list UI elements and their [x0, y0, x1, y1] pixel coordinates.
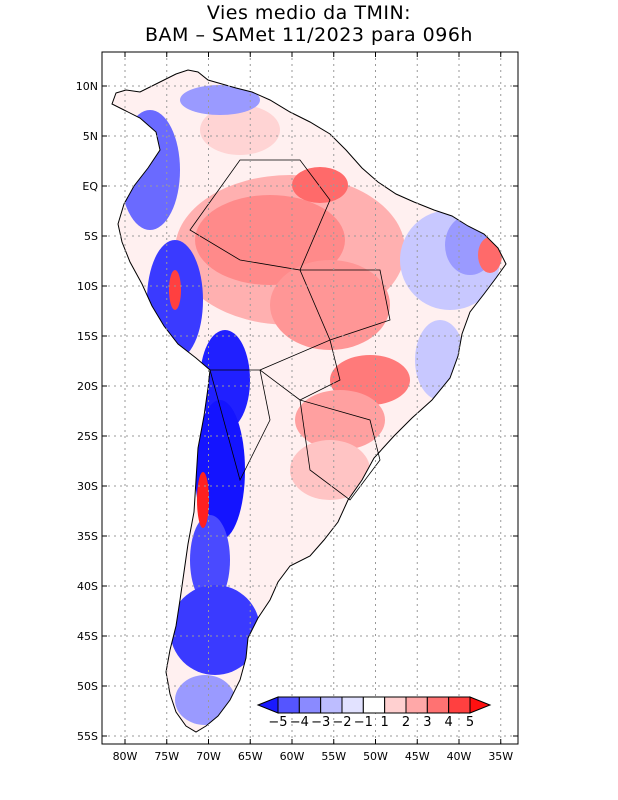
lat-label: 25S — [77, 430, 98, 443]
colorbar-box — [341, 696, 364, 714]
lat-label: 45S — [77, 630, 98, 643]
lat-label: 30S — [77, 480, 98, 493]
colorbar-box — [320, 696, 343, 714]
colorbar-box — [426, 696, 450, 714]
colorbar-label: 3 — [423, 715, 431, 730]
colorbar-label: −4 — [290, 715, 309, 730]
longitude-labels: 80W 75W 70W 65W 60W 55W 50W 45W 40W 35W — [113, 750, 514, 763]
map-title-line2: BAM – SAMet 11/2023 para 096h — [145, 24, 473, 46]
lon-label: 60W — [280, 750, 305, 763]
lon-label: 65W — [238, 750, 263, 763]
country-borders — [189, 159, 391, 501]
lat-label: 20S — [77, 380, 98, 393]
colorbar-box — [298, 696, 322, 714]
lon-label: 75W — [154, 750, 179, 763]
lat-label: 40S — [77, 580, 98, 593]
map-title-line1: Vies medio da TMIN: — [206, 2, 412, 24]
lon-label: 80W — [113, 750, 138, 763]
colorbar-box — [384, 696, 407, 714]
colorbar-label: −2 — [332, 715, 351, 730]
map-frame — [101, 51, 519, 745]
latitude-labels: 10N 5N EQ 5S 10S 15S 20S 25S 30S 35S 40S 45S 50S 55S — [76, 80, 99, 743]
lon-label: 50W — [363, 750, 388, 763]
lat-label: 5S — [84, 230, 98, 243]
lon-label: 35W — [488, 750, 513, 763]
lat-label: 55S — [77, 730, 98, 743]
colorbar-label: 5 — [466, 715, 474, 730]
colorbar-box — [405, 696, 428, 714]
colorbar-box — [362, 696, 386, 714]
lon-label: 70W — [196, 750, 221, 763]
lon-label: 45W — [405, 750, 430, 763]
axis-ticks — [102, 52, 518, 744]
colorbar: −5 −4 −3 −2 −1 1 2 3 4 5 — [256, 696, 492, 730]
colorbar-box — [277, 696, 300, 714]
lon-label: 40W — [447, 750, 472, 763]
lat-label: 15S — [77, 330, 98, 343]
lat-label: 10N — [76, 80, 98, 93]
colorbar-label: 4 — [445, 715, 453, 730]
colorbar-label: 1 — [381, 715, 389, 730]
colorbar-label: 2 — [402, 715, 410, 730]
graticule — [102, 52, 518, 744]
colorbar-arrow-right — [469, 696, 492, 714]
lat-label: 35S — [77, 530, 98, 543]
lat-label: 10S — [77, 280, 98, 293]
lon-label: 55W — [321, 750, 346, 763]
colorbar-label: −1 — [354, 715, 373, 730]
lat-label: 50S — [77, 680, 98, 693]
colorbar-label: −3 — [311, 715, 330, 730]
lat-label: EQ — [82, 180, 98, 193]
lat-label: 5N — [83, 130, 98, 143]
colorbar-box — [448, 696, 471, 714]
colorbar-label: −5 — [268, 715, 287, 730]
